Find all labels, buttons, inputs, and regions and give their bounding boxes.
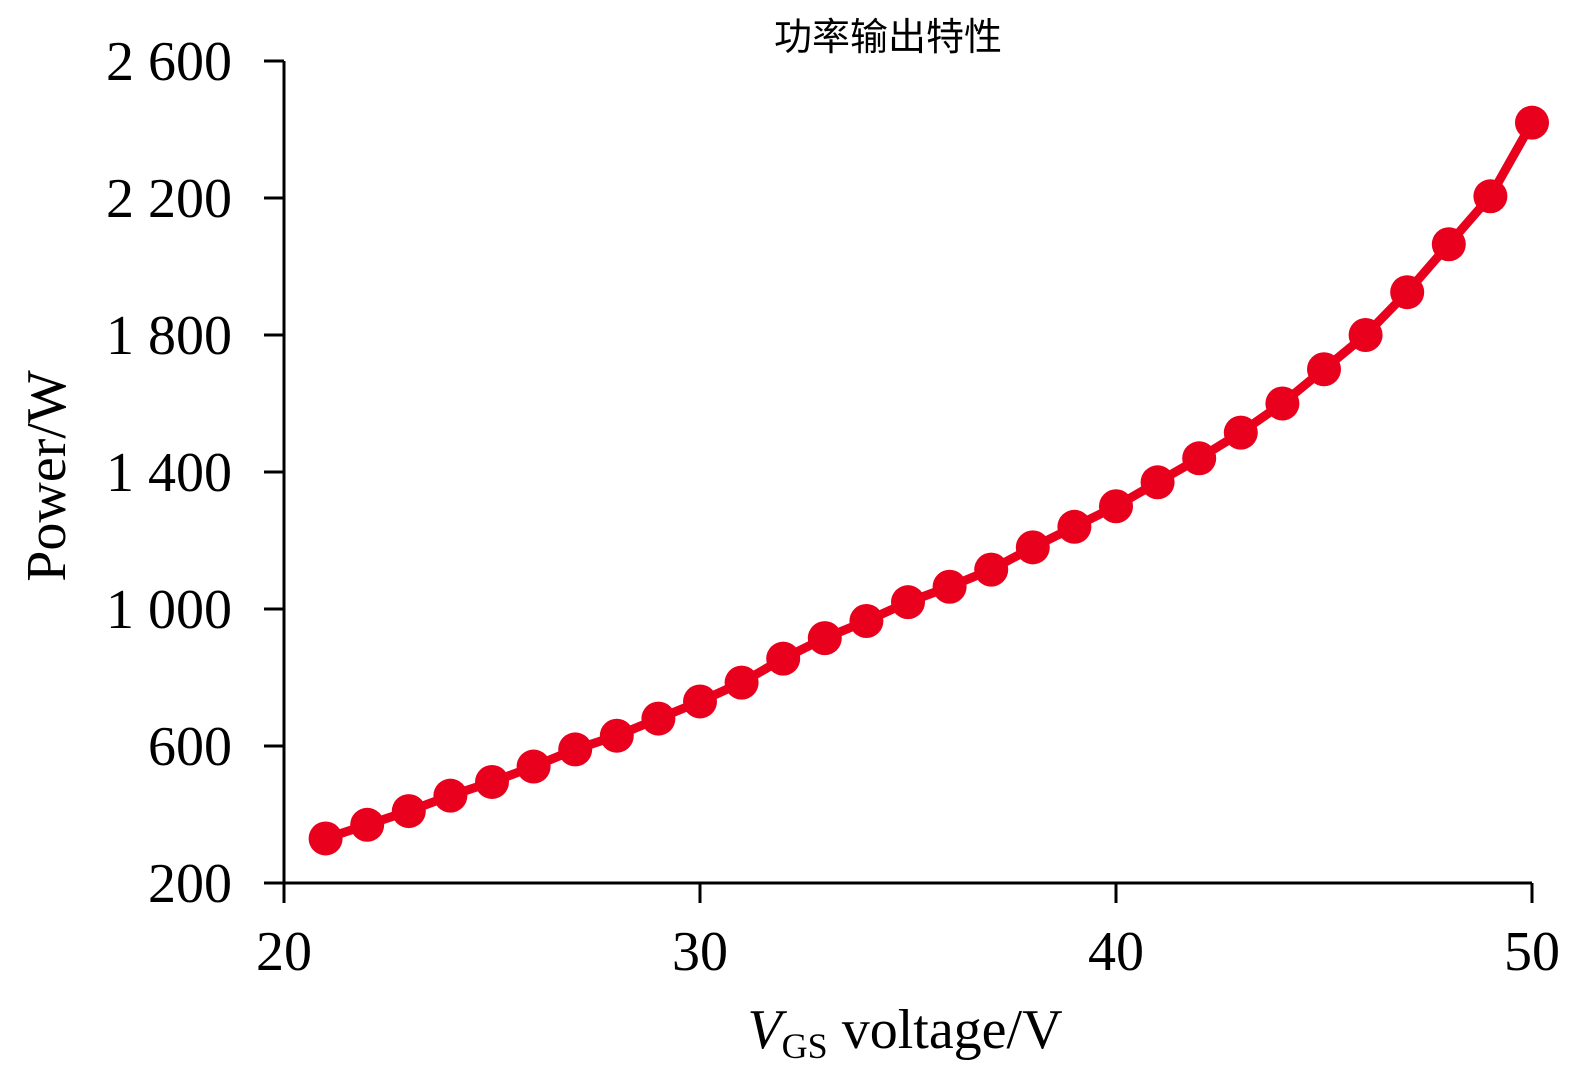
y-tick-label: 200 xyxy=(148,853,232,915)
x-axis-label-unit: voltage/V xyxy=(828,999,1063,1061)
data-point xyxy=(1057,509,1092,544)
data-point xyxy=(766,641,801,676)
data-point xyxy=(1515,105,1549,140)
data-point xyxy=(1099,489,1133,524)
data-point xyxy=(932,569,967,604)
data-point xyxy=(433,778,468,813)
data-point xyxy=(1015,530,1050,565)
data-point xyxy=(683,684,717,719)
data-point xyxy=(475,764,509,799)
data-point xyxy=(558,732,593,767)
y-tick-label: 1 000 xyxy=(106,579,232,641)
y-tick-label: 2 200 xyxy=(106,168,232,230)
data-point xyxy=(350,807,385,842)
x-tick-label: 30 xyxy=(672,921,728,983)
y-tick-label: 2 600 xyxy=(106,31,232,93)
chart-title: 功率输出特性 xyxy=(774,15,1002,59)
x-axis-label-variable: V xyxy=(747,999,787,1061)
data-point xyxy=(724,665,759,700)
y-axis-label: Power/W xyxy=(16,370,78,582)
data-point xyxy=(1223,415,1258,450)
x-tick-label: 50 xyxy=(1504,921,1560,983)
data-point xyxy=(807,621,842,656)
data-point xyxy=(1473,179,1508,214)
data-point xyxy=(599,718,634,753)
y-tick-label: 600 xyxy=(148,716,232,778)
y-tick-label: 1 400 xyxy=(106,442,232,504)
data-point xyxy=(308,821,343,856)
data-point xyxy=(849,603,884,638)
plot-series xyxy=(308,105,1549,856)
data-point xyxy=(1182,441,1217,476)
data-point xyxy=(1348,318,1383,352)
x-tick-label: 40 xyxy=(1088,921,1144,983)
series-line xyxy=(321,118,1537,843)
data-point xyxy=(974,552,1009,587)
x-axis: 20 30 40 50 xyxy=(256,881,1560,983)
data-point xyxy=(1265,386,1300,421)
data-point xyxy=(1307,352,1341,387)
x-tick-label: 20 xyxy=(256,921,312,983)
y-axis: 200 600 1 000 1 400 1 800 2 200 2 600 xyxy=(106,31,286,915)
x-axis-label-subscript: GS xyxy=(782,1026,828,1066)
data-point xyxy=(641,701,676,736)
data-point xyxy=(891,585,925,620)
data-point xyxy=(1140,465,1175,500)
y-tick-label: 1 800 xyxy=(106,305,232,367)
data-point xyxy=(1390,275,1425,310)
data-point xyxy=(391,794,426,829)
x-axis-label: VGS voltage/V xyxy=(747,999,1062,1066)
data-point xyxy=(1431,227,1466,262)
data-point xyxy=(516,749,551,784)
